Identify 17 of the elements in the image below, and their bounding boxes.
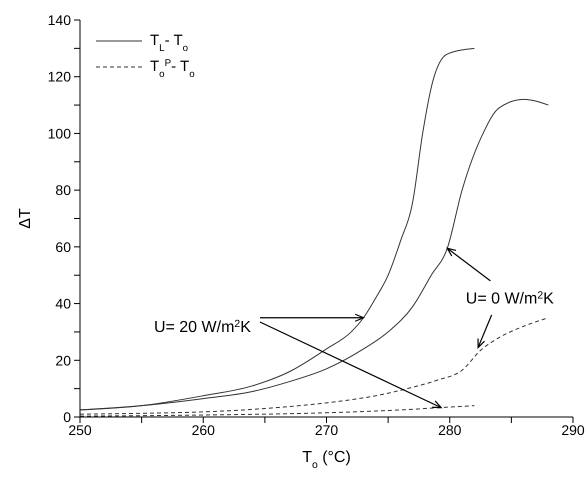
- y-tick-label: 120: [48, 68, 72, 85]
- legend-label: T$_{o}$$^{P}$- T$_{o}$: [150, 58, 196, 80]
- y-tick-label: 20: [55, 352, 72, 368]
- annotation: U= 20 W/m$^{2}$K: [154, 318, 252, 336]
- annotation: U= 0 W/m$^{2}$K: [466, 290, 554, 308]
- y-axis-title: ΔT: [17, 208, 34, 229]
- x-tick-label: 260: [192, 422, 216, 438]
- y-tick-label: 100: [48, 125, 72, 142]
- x-tick-label: 270: [314, 422, 338, 438]
- y-tick-label: 140: [48, 12, 72, 28]
- x-tick-label: 290: [561, 422, 585, 438]
- x-tick-label: 280: [438, 422, 462, 438]
- y-tick-label: 80: [55, 182, 72, 198]
- y-tick-label: 60: [55, 238, 72, 255]
- y-tick-label: 40: [55, 296, 72, 312]
- x-axis-title: T$_{o}$ (°C): [302, 449, 351, 470]
- legend-label: T$_{L}$- T$_{o}$: [150, 32, 189, 54]
